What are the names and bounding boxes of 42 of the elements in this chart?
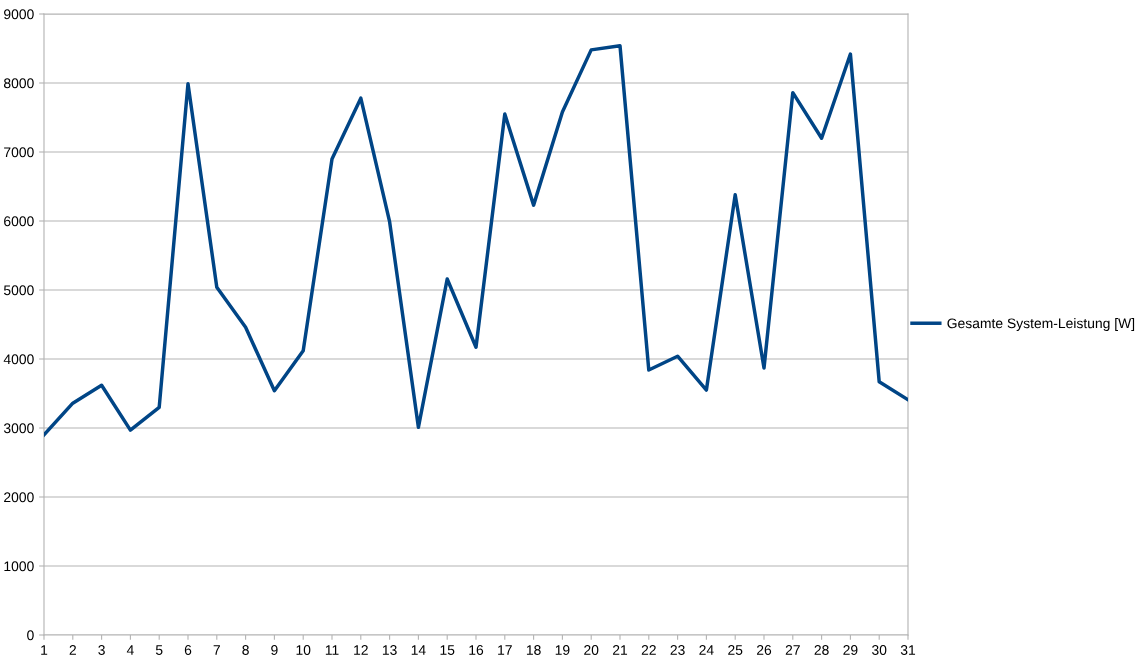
x-tick-label: 27 <box>785 645 800 655</box>
y-tick-label: 0 <box>27 630 34 641</box>
x-tick-label: 28 <box>814 645 829 655</box>
x-tick-label: 25 <box>728 645 743 655</box>
x-tick-label: 2 <box>69 645 76 655</box>
x-tick-label: 24 <box>699 645 714 655</box>
x-tick-label: 8 <box>242 645 249 655</box>
x-tick-label: 16 <box>469 645 484 655</box>
x-tick-label: 3 <box>98 645 105 655</box>
x-tick-label: 15 <box>440 645 455 655</box>
x-tick-label: 18 <box>526 645 541 655</box>
x-tick-label: 6 <box>184 645 192 655</box>
x-tick-label: 20 <box>584 645 599 655</box>
y-tick-label: 6000 <box>4 216 34 227</box>
x-tick-label: 29 <box>843 645 858 655</box>
y-tick-label: 1000 <box>4 561 34 572</box>
x-tick-label: 12 <box>354 645 368 655</box>
x-tick-label: 23 <box>670 645 685 655</box>
x-tick-label: 14 <box>411 645 426 655</box>
legend-label: Gesamte System-Leistung [W] <box>947 318 1135 331</box>
x-tick-label: 11 <box>325 645 339 655</box>
y-tick-label: 2000 <box>4 492 34 503</box>
y-tick-label: 9000 <box>4 9 34 20</box>
x-tick-label: 9 <box>271 645 278 655</box>
x-tick-label: 22 <box>641 645 656 655</box>
x-tick-label: 13 <box>382 645 397 655</box>
y-tick-label: 5000 <box>3 285 34 296</box>
x-tick-label: 4 <box>126 645 134 655</box>
y-tick-label: 7000 <box>4 147 34 158</box>
x-tick-label: 1 <box>41 645 48 655</box>
x-tick-label: 26 <box>756 645 772 655</box>
x-tick-label: 5 <box>155 645 163 655</box>
y-tick-label: 3000 <box>3 423 34 434</box>
x-tick-label: 17 <box>498 645 512 655</box>
y-tick-label: 8000 <box>3 78 34 89</box>
y-tick-label: 4000 <box>3 354 34 365</box>
x-tick-label: 31 <box>900 645 916 655</box>
x-tick-label: 21 <box>612 645 628 655</box>
x-tick-label: 10 <box>296 645 311 655</box>
x-tick-label: 7 <box>213 645 220 655</box>
x-tick-label: 19 <box>555 645 570 655</box>
x-tick-label: 30 <box>872 645 887 655</box>
